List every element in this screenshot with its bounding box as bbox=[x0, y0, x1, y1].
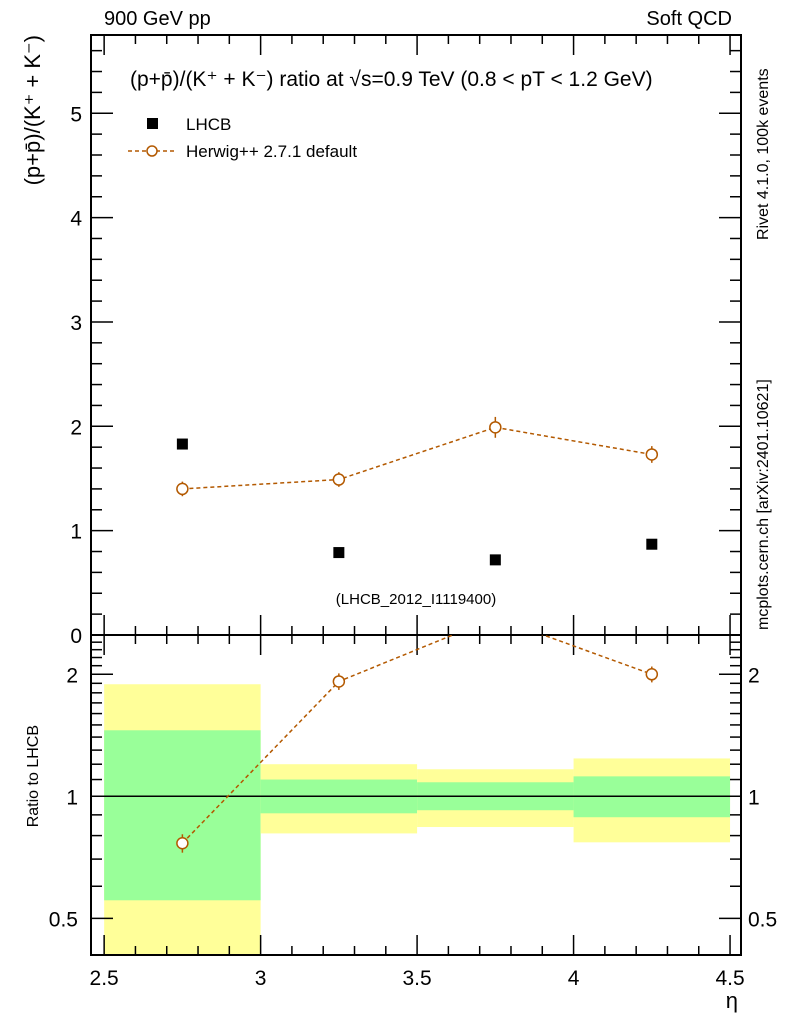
ratio-y-tick-label-right: 1 bbox=[748, 786, 760, 809]
ratio-bands bbox=[104, 684, 731, 955]
x-tick-label: 4.5 bbox=[715, 967, 744, 990]
x-tick-label: 4 bbox=[568, 967, 580, 990]
ratio-y-tick-label-right: 2 bbox=[748, 664, 760, 687]
ratio-y-axis-label: Ratio to LHCB bbox=[25, 725, 42, 827]
analysis-id: (LHCB_2012_I1119400) bbox=[336, 591, 496, 608]
legend-square-icon bbox=[147, 118, 158, 129]
data-point bbox=[333, 547, 345, 559]
x-tick-label: 2.5 bbox=[90, 967, 119, 990]
data-point bbox=[489, 554, 501, 566]
mc-point bbox=[645, 448, 659, 461]
data-point bbox=[176, 438, 188, 450]
y-tick-label: 3 bbox=[70, 312, 82, 335]
legend-label-mc: Herwig++ 2.7.1 default bbox=[186, 142, 357, 161]
ratio-line bbox=[181, 635, 653, 844]
mc-point bbox=[489, 421, 502, 434]
legend-circle-icon bbox=[146, 145, 158, 157]
y-tick-label: 0 bbox=[70, 625, 82, 648]
header-left: 900 GeV pp bbox=[104, 8, 211, 30]
ratio-marks bbox=[176, 612, 659, 853]
ratio-point bbox=[332, 675, 346, 688]
mcplots-label: mcplots.cern.ch [arXiv:2401.10621] bbox=[755, 379, 772, 630]
data-point bbox=[646, 538, 658, 550]
rivet-label: Rivet 4.1.0, 100k events bbox=[755, 68, 772, 240]
plot-title: (p+p̄)/(K⁺ + K⁻) ratio at √s=0.9 TeV (0.… bbox=[130, 68, 653, 91]
ratio-y-tick-label: 1 bbox=[66, 786, 78, 809]
ratio-y-tick-label: 0.5 bbox=[49, 908, 78, 931]
x-tick-label: 3 bbox=[255, 967, 267, 990]
ratio-point bbox=[176, 836, 189, 850]
ratio-frame bbox=[90, 634, 742, 956]
y-tick-label: 1 bbox=[70, 521, 82, 544]
header-right: Soft QCD bbox=[646, 8, 732, 30]
main-marks bbox=[176, 416, 659, 566]
y-tick-label: 4 bbox=[70, 208, 82, 231]
ratio-point bbox=[490, 612, 501, 623]
y-axis-label: (p+p̄)/(K⁺ + K⁻) bbox=[20, 35, 45, 185]
legend-label-data: LHCB bbox=[186, 115, 231, 134]
band-inner bbox=[104, 730, 261, 901]
y-tick-label: 5 bbox=[70, 103, 82, 126]
x-tick-label: 3.5 bbox=[402, 967, 431, 990]
mc-point bbox=[176, 482, 189, 496]
ratio-y-tick-label-right: 0.5 bbox=[748, 908, 777, 931]
mc-point bbox=[332, 473, 346, 486]
ratio-y-tick-label: 2 bbox=[66, 664, 78, 687]
ratio-point bbox=[645, 668, 659, 681]
x-axis-label: η bbox=[726, 988, 738, 1013]
mc-line bbox=[182, 426, 652, 490]
y-tick-label: 2 bbox=[70, 416, 82, 439]
